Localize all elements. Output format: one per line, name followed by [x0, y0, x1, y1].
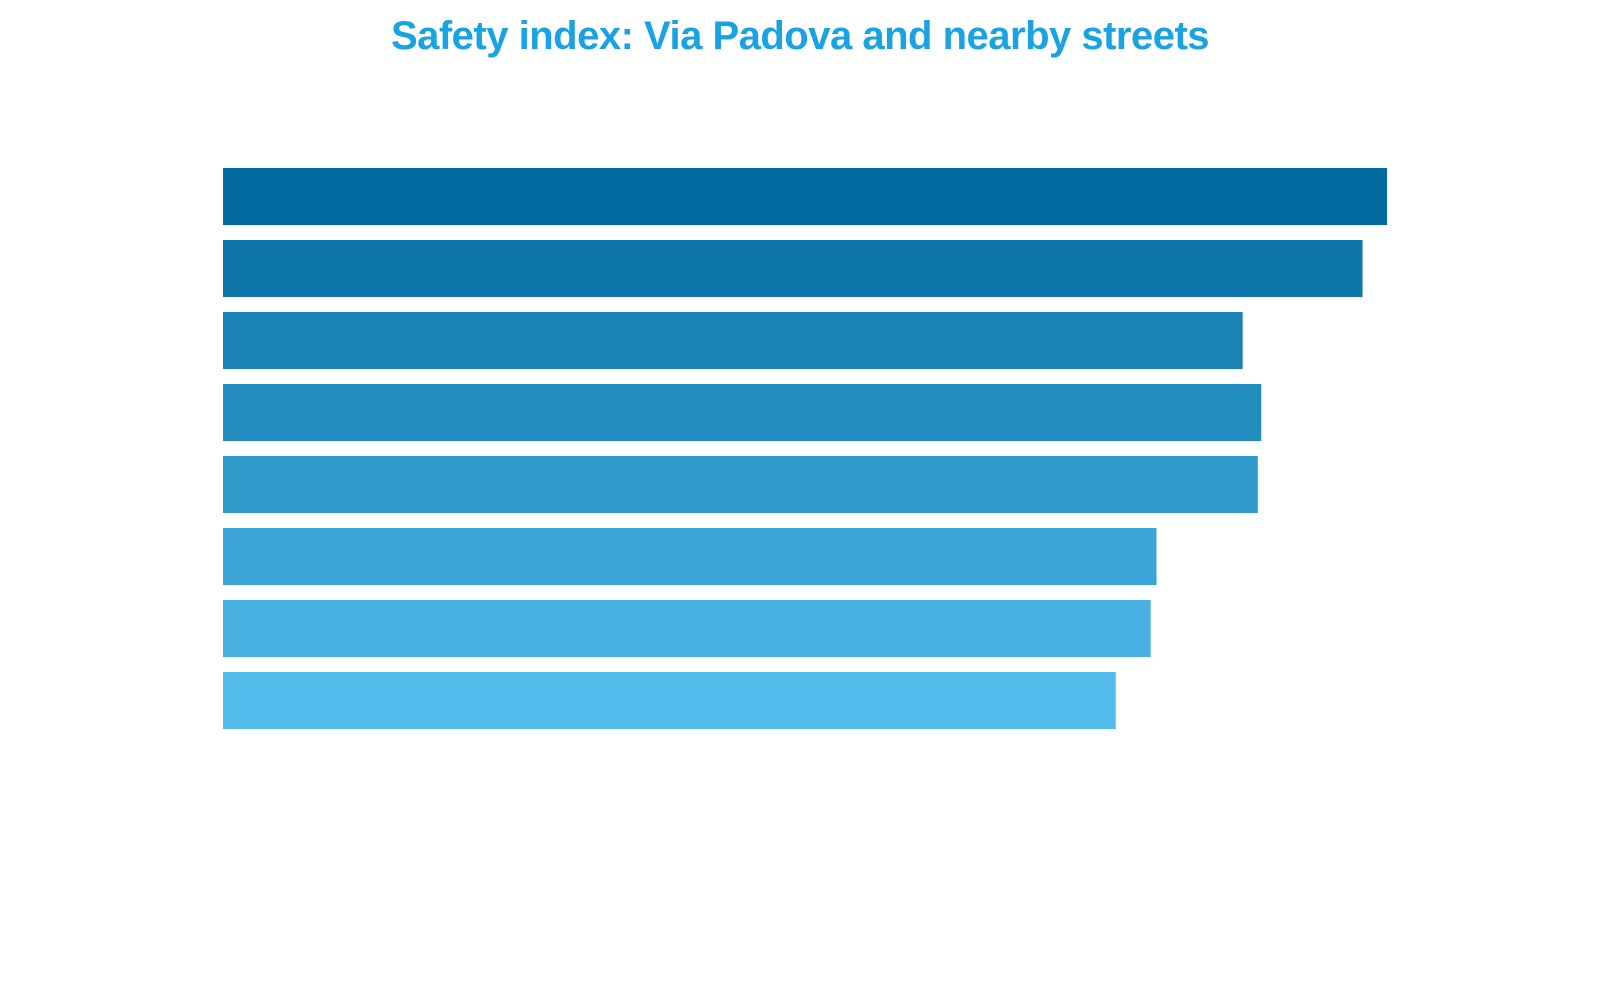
bar-3	[223, 312, 1243, 369]
bar-1	[223, 168, 1387, 225]
bars-group	[223, 168, 1387, 729]
bar-4	[223, 384, 1262, 441]
bar-6	[223, 528, 1157, 585]
bar-8	[223, 672, 1116, 729]
bar-7	[223, 600, 1151, 657]
bar-2	[223, 240, 1363, 297]
bar-5	[223, 456, 1258, 513]
chart-title: Safety index: Via Padova and nearby stre…	[390, 14, 1210, 58]
